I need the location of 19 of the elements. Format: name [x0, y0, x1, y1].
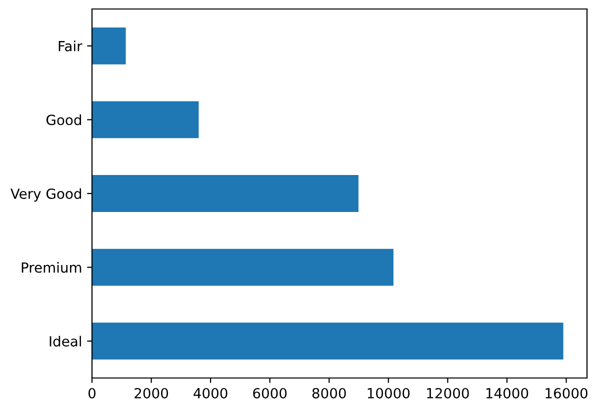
bar: [92, 101, 199, 138]
bar: [92, 175, 358, 212]
y-tick-label: Good: [46, 114, 82, 126]
x-tick-label: 10000: [368, 388, 410, 398]
bar: [92, 248, 394, 286]
bar: [92, 27, 126, 64]
bar: [92, 322, 564, 360]
y-tick-label: Very Good: [10, 188, 82, 202]
y-tick-label: Fair: [58, 40, 82, 52]
x-tick-label: 0: [88, 388, 96, 398]
y-tick-label: Ideal: [50, 336, 81, 347]
x-tick-label: 2000: [134, 388, 168, 398]
y-tick-label: Premium: [22, 262, 82, 273]
x-tick-label: 8000: [312, 388, 346, 398]
x-tick-label: 6000: [253, 388, 287, 398]
x-tick-label: 16000: [546, 388, 588, 398]
x-tick-label: 14000: [486, 388, 528, 398]
x-tick-label: 12000: [427, 388, 469, 398]
x-tick-label: 4000: [194, 388, 228, 398]
